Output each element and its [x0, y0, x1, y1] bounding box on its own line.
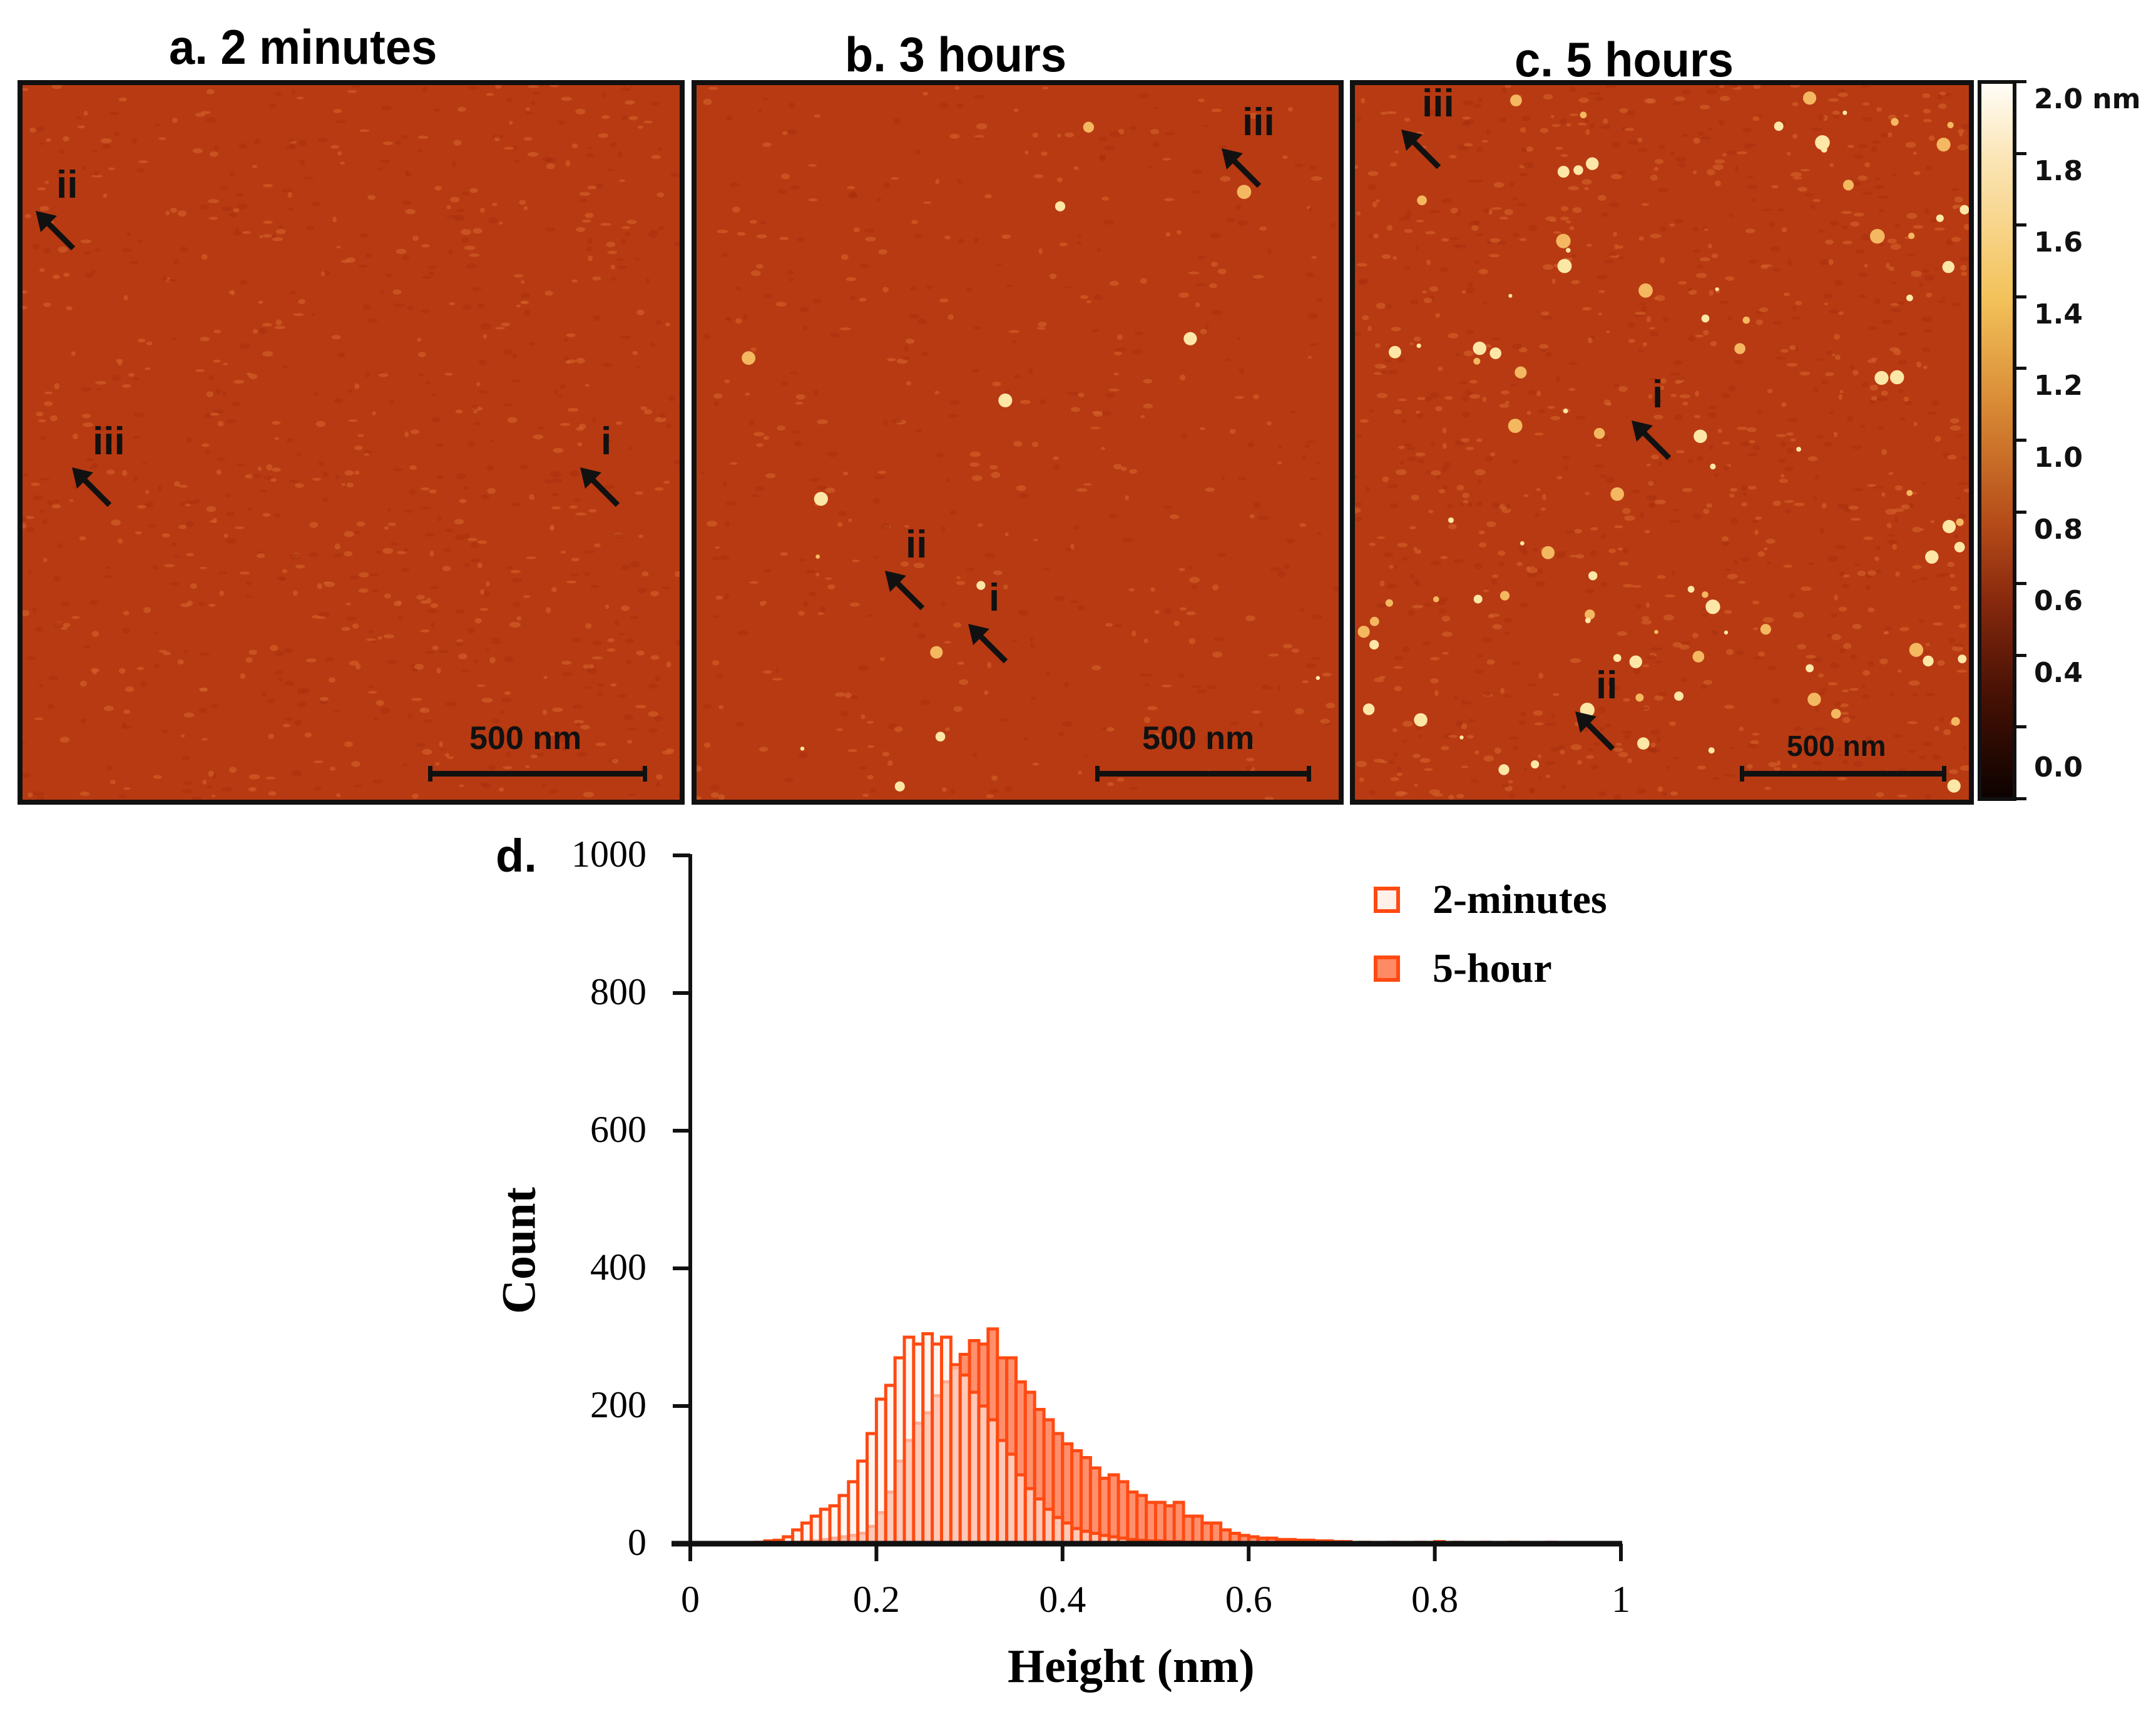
y-tick-label: 800 — [590, 971, 646, 1012]
annotation-label-i: i — [989, 576, 1000, 619]
arrow-icon — [1632, 420, 1672, 461]
arrow-icon — [36, 211, 76, 251]
y-tick-label: 0 — [628, 1522, 646, 1563]
colorbar-tick — [2016, 653, 2026, 657]
legend-label: 5-hour — [1433, 945, 1552, 991]
colorbar-label: 1.2 — [2034, 370, 2083, 402]
x-tick-label: 0.6 — [1225, 1579, 1272, 1620]
arrow-icon — [1222, 148, 1262, 188]
arrow-icon — [1575, 711, 1615, 752]
colorbar-tick — [2016, 151, 2026, 155]
x-tick-label: 0.8 — [1411, 1579, 1459, 1620]
panel-a-title: a. 2 minutes — [169, 19, 437, 74]
colorbar-tick — [2016, 295, 2026, 298]
colorbar-label: 0.8 — [2034, 513, 2083, 546]
x-tick-label: 0.2 — [852, 1579, 900, 1620]
colorbar-tick — [2016, 510, 2026, 514]
legend-swatch-open — [1374, 887, 1400, 913]
arrow-icon — [1401, 130, 1441, 170]
annotation-label-iii: iii — [1242, 101, 1275, 144]
annotation-label-i: i — [601, 420, 612, 463]
panel-d-label: d. — [496, 830, 537, 882]
colorbar-tick — [2016, 367, 2026, 370]
colorbar-label: 0.6 — [2034, 585, 2083, 618]
scale-bar-label: 500 nm — [469, 720, 582, 757]
colorbar-label: 0.0 — [2034, 752, 2083, 783]
afm-image-2-minutes — [18, 80, 685, 805]
annotation-label-ii: ii — [906, 523, 927, 566]
arrow-icon — [580, 467, 620, 507]
colorbar-tick — [2016, 223, 2026, 227]
arrow-icon — [885, 571, 925, 611]
afm-texture — [23, 85, 680, 800]
annotation-label-ii: ii — [56, 163, 78, 206]
afm-texture — [1355, 85, 1969, 800]
colorbar-label: 1.0 — [2034, 442, 2083, 474]
y-axis-title: Count — [493, 1187, 546, 1314]
scale-bar-line — [1095, 766, 1311, 782]
scale-bar-line — [428, 766, 647, 782]
colorbar-tick — [2016, 797, 2026, 800]
annotation-label-ii: ii — [1596, 664, 1618, 707]
afm-texture — [697, 86, 1339, 800]
panel-b-title: b. 3 hours — [845, 27, 1067, 82]
height-colorbar — [1978, 80, 2016, 801]
colorbar-tick — [2016, 582, 2026, 586]
y-tick-label: 200 — [590, 1384, 646, 1425]
legend-item-5-hour: 5-hour — [1374, 945, 1552, 992]
y-tick-label: 1000 — [571, 833, 646, 875]
colorbar-tick — [2016, 725, 2026, 729]
annotation-label-iii: iii — [93, 420, 125, 463]
x-tick-label: 1 — [1612, 1579, 1630, 1620]
legend-swatch-filled — [1374, 955, 1400, 982]
colorbar-label: 0.4 — [2034, 656, 2083, 689]
x-axis-title: Height (nm) — [1008, 1640, 1255, 1693]
y-tick-label: 400 — [590, 1246, 646, 1288]
colorbar-label: 1.4 — [2034, 298, 2083, 330]
x-tick-label: 0.4 — [1039, 1579, 1086, 1620]
afm-image-5-hours — [1350, 80, 1974, 805]
legend-item-2-minutes: 2-minutes — [1374, 876, 1607, 924]
colorbar-tick — [2016, 439, 2026, 442]
scale-bar-line — [1740, 766, 1946, 782]
annotation-label-iii: iii — [1422, 82, 1454, 125]
colorbar-tick — [2016, 80, 2026, 83]
arrow-icon — [72, 467, 112, 507]
afm-image-3-hours — [692, 80, 1344, 805]
colorbar-label: 1.6 — [2034, 227, 2083, 259]
colorbar-label: 1.8 — [2034, 155, 2083, 187]
annotation-label-i: i — [1652, 373, 1663, 416]
scale-bar-label: 500 nm — [1787, 730, 1886, 762]
x-tick-label: 0 — [681, 1579, 700, 1620]
arrow-icon — [968, 624, 1008, 664]
panel-c-title: c. 5 hours — [1515, 32, 1734, 87]
legend-label: 2-minutes — [1433, 877, 1607, 922]
scale-bar-label: 500 nm — [1142, 720, 1255, 757]
y-tick-label: 600 — [590, 1109, 646, 1150]
colorbar-label: 2.0 nm — [2034, 83, 2141, 115]
